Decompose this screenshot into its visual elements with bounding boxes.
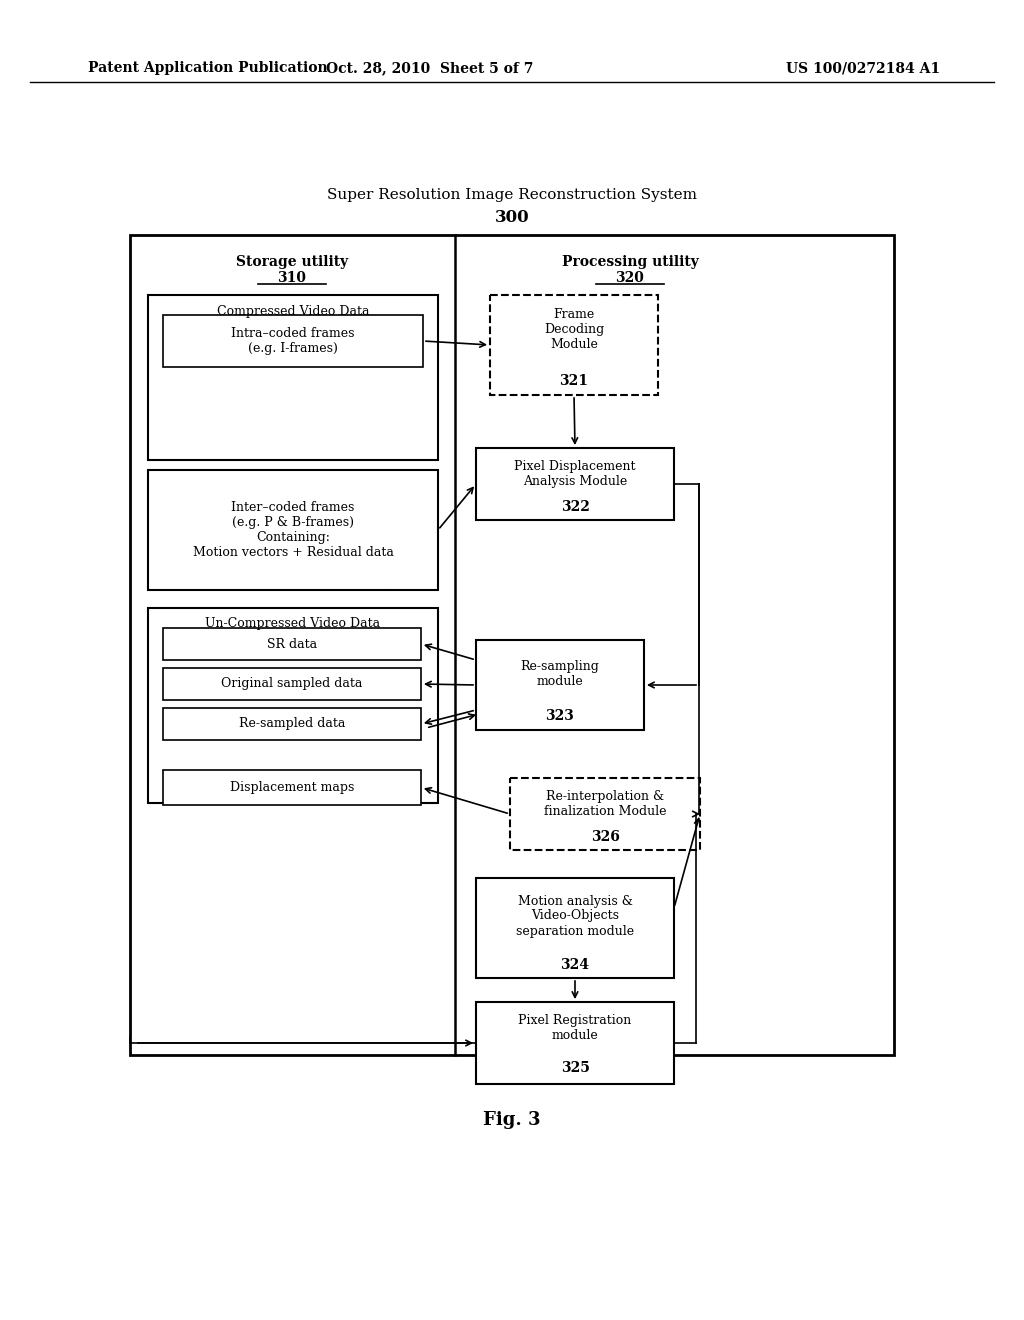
Text: Motion analysis &
Video-Objects
separation module: Motion analysis & Video-Objects separati…	[516, 895, 634, 937]
Bar	[148, 470, 438, 590]
Bar	[130, 235, 894, 1055]
Bar	[490, 294, 658, 395]
Text: Super Resolution Image Reconstruction System: Super Resolution Image Reconstruction Sy…	[327, 187, 697, 202]
Bar	[163, 770, 421, 805]
Text: Un-Compressed Video Data: Un-Compressed Video Data	[206, 618, 381, 631]
Bar	[163, 668, 421, 700]
Text: Displacement maps: Displacement maps	[229, 781, 354, 795]
Text: 321: 321	[559, 374, 589, 388]
Bar	[476, 1002, 674, 1084]
Text: 320: 320	[615, 271, 644, 285]
Text: Pixel Registration
module: Pixel Registration module	[518, 1014, 632, 1041]
Bar	[476, 878, 674, 978]
Bar	[476, 447, 674, 520]
Text: 325: 325	[560, 1061, 590, 1074]
Text: US 100/0272184 A1: US 100/0272184 A1	[785, 61, 940, 75]
Text: 300: 300	[495, 209, 529, 226]
Text: SR data: SR data	[267, 638, 317, 651]
Text: Re-sampled data: Re-sampled data	[239, 718, 345, 730]
Text: Original sampled data: Original sampled data	[221, 677, 362, 690]
Text: Storage utility: Storage utility	[236, 255, 348, 269]
Text: Frame
Decoding
Module: Frame Decoding Module	[544, 308, 604, 351]
Text: Processing utility: Processing utility	[561, 255, 698, 269]
Text: 310: 310	[278, 271, 306, 285]
Bar	[510, 777, 700, 850]
Bar	[163, 315, 423, 367]
Text: Fig. 3: Fig. 3	[483, 1111, 541, 1129]
Text: Re-interpolation &
finalization Module: Re-interpolation & finalization Module	[544, 789, 667, 818]
Bar	[476, 640, 644, 730]
Text: Oct. 28, 2010  Sheet 5 of 7: Oct. 28, 2010 Sheet 5 of 7	[327, 61, 534, 75]
Text: 322: 322	[560, 500, 590, 513]
Text: 326: 326	[591, 830, 620, 843]
Bar	[163, 628, 421, 660]
Text: Inter–coded frames
(e.g. P & B-frames)
Containing:
Motion vectors + Residual dat: Inter–coded frames (e.g. P & B-frames) C…	[193, 502, 393, 558]
Text: Intra–coded frames
(e.g. I-frames): Intra–coded frames (e.g. I-frames)	[231, 327, 354, 355]
Bar	[148, 294, 438, 459]
Text: Pixel Displacement
Analysis Module: Pixel Displacement Analysis Module	[514, 459, 636, 488]
Bar	[148, 609, 438, 803]
Text: Re-sampling
module: Re-sampling module	[520, 660, 599, 688]
Text: Patent Application Publication: Patent Application Publication	[88, 61, 328, 75]
Bar	[163, 708, 421, 741]
Text: 324: 324	[560, 958, 590, 972]
Text: 323: 323	[546, 709, 574, 723]
Text: Compressed Video Data: Compressed Video Data	[217, 305, 370, 318]
